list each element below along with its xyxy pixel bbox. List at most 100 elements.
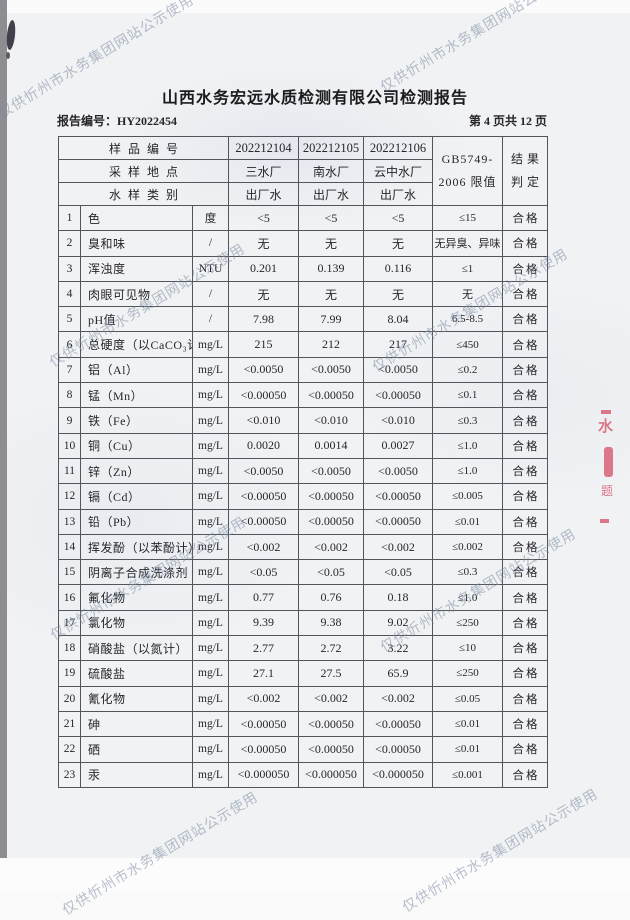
table-row: 17 氯化物 mg/L 9.39 9.38 9.02 ≤250 合格 xyxy=(58,609,549,637)
cell-v1: 9.39 xyxy=(228,609,300,637)
cell-no: 9 xyxy=(58,407,81,434)
cell-v3: <0.010 xyxy=(363,407,434,434)
cell-v3: 217 xyxy=(363,331,434,358)
cell-result: 合格 xyxy=(502,710,549,738)
cell-v1: <0.05 xyxy=(228,559,300,586)
stamp-glyph: 水 xyxy=(598,419,614,435)
cell-result: 合格 xyxy=(502,356,549,384)
table-row: 23 汞 mg/L <0.000050 <0.000050 <0.000050 ≤0.001… xyxy=(58,761,549,789)
cell-unit: 度 xyxy=(191,204,230,232)
cell-v3: <5 xyxy=(363,204,434,232)
location-label: 采样地点 xyxy=(57,159,230,183)
cell-unit: mg/L xyxy=(191,559,230,586)
cell-name: 锌（Zn） xyxy=(80,457,193,485)
table-row: 13 铅（Pb） mg/L <0.00050 <0.00050 <0.00050 ≤0.01… xyxy=(58,508,549,535)
cell-name: 浑浊度 xyxy=(80,255,193,282)
cell-no: 14 xyxy=(58,533,81,561)
cell-result: 合格 xyxy=(502,255,549,282)
cell-name: 氟化物 xyxy=(80,584,193,611)
cell-limit: 6.5-8.5 xyxy=(432,306,504,333)
cell-no: 21 xyxy=(58,710,81,738)
cell-name: 铝（Al） xyxy=(80,356,193,384)
cell-unit: NTU xyxy=(191,255,230,282)
cell-limit: ≤0.001 xyxy=(432,761,504,789)
table-row: 18 硝酸盐（以氮计） mg/L 2.77 2.72 3.22 ≤10 合格 xyxy=(58,635,549,662)
cell-result: 合格 xyxy=(502,508,549,535)
cell-result: 合格 xyxy=(502,736,549,763)
cell-result: 合格 xyxy=(502,457,549,485)
cell-unit: mg/L xyxy=(191,483,230,510)
cell-v2: <5 xyxy=(298,204,365,232)
cell-limit: ≤0.1 xyxy=(432,382,504,409)
cell-unit: mg/L xyxy=(191,356,230,384)
cell-result: 合格 xyxy=(502,584,549,611)
cell-name: 肉眼可见物 xyxy=(80,280,193,308)
cell-result: 合格 xyxy=(502,533,549,561)
cell-name: 氯化物 xyxy=(80,609,193,637)
stamp-mark xyxy=(600,519,609,523)
cell-name: 阴离子合成洗涤剂 xyxy=(80,559,193,586)
cell-v2: <0.002 xyxy=(298,685,365,712)
cell-no: 20 xyxy=(58,685,81,712)
cell-result: 合格 xyxy=(502,559,549,586)
sample-no-label: 样品编号 xyxy=(57,136,230,160)
cell-v3: <0.00050 xyxy=(363,736,434,763)
header-row-location: 采样地点 三水厂 南水厂 云中水厂 xyxy=(57,159,548,183)
table-row: 11 锌（Zn） mg/L <0.0050 <0.0050 <0.0050 ≤1.0 合格 xyxy=(58,457,549,485)
cell-name: 氰化物 xyxy=(80,685,193,712)
scan-bottom-band xyxy=(0,858,630,891)
cell-limit: ≤0.01 xyxy=(432,736,504,763)
cell-v1: <0.00050 xyxy=(228,483,300,510)
table-row: 1 色度 <5 <5 <5 ≤15 合格 xyxy=(58,204,549,232)
cell-unit: mg/L xyxy=(191,736,230,763)
cell-limit: ≤1 xyxy=(432,255,504,282)
cell-v2: 0.139 xyxy=(298,255,365,282)
cell-name: 锰（Mn） xyxy=(80,382,193,409)
cell-v3: <0.002 xyxy=(363,685,434,712)
cell-unit: mg/L xyxy=(191,609,230,637)
cell-v3: 8.04 xyxy=(363,306,434,333)
cell-limit: ≤0.2 xyxy=(432,356,504,384)
results-tbody: 1 色度 <5 <5 <5 ≤15 合格 2 臭和味 / 无无无无异臭、异味 合格 3 浑浊度 NTU 0.2… xyxy=(58,204,549,789)
cell-unit: mg/L xyxy=(191,331,230,358)
cell-unit: mg/L xyxy=(191,432,230,459)
cell-v3: 65.9 xyxy=(363,660,434,687)
report-number-label: 报告编号： xyxy=(57,113,118,128)
cell-unit: mg/L xyxy=(191,635,230,662)
cell-no: 3 xyxy=(58,255,81,282)
cell-name: 铜（Cu） xyxy=(80,432,193,459)
cell-v3: 0.18 xyxy=(363,584,434,611)
header-row-type: 水样类别 出厂水 出厂水 出厂水 xyxy=(57,182,548,206)
cell-v2: <0.00050 xyxy=(298,710,365,738)
table-row: 16 氟化物 mg/L 0.77 0.76 0.18 ≤1.0 合格 xyxy=(58,584,549,611)
cell-v1: <5 xyxy=(228,204,300,232)
cell-no: 19 xyxy=(58,660,81,687)
stamp-mark xyxy=(604,447,613,477)
cell-result: 合格 xyxy=(502,685,549,712)
table-row: 7 铝（Al） mg/L <0.0050 <0.0050 <0.0050 ≤0.2 合格 xyxy=(58,356,549,384)
cell-name: 汞 xyxy=(80,761,193,789)
cell-v3: 无 xyxy=(363,280,434,308)
cell-name: 色 xyxy=(80,204,193,232)
cell-v3: 0.0027 xyxy=(363,432,434,459)
cell-result: 合格 xyxy=(502,483,549,510)
cell-name: 挥发酚（以苯酚计） xyxy=(80,533,193,561)
sample-id-2: 202212105 xyxy=(298,136,365,160)
cell-unit: mg/L xyxy=(191,533,230,561)
cell-limit: ≤0.002 xyxy=(432,533,504,561)
table-row: 4 肉眼可见物 / 无无无无合格 xyxy=(58,280,549,308)
cell-limit: 无异臭、异味 xyxy=(432,230,504,257)
cell-limit: ≤250 xyxy=(432,609,504,637)
cell-v1: <0.0050 xyxy=(228,457,300,485)
water-type-label: 水样类别 xyxy=(57,182,230,206)
cell-v2: 无 xyxy=(298,230,365,257)
cell-result: 合格 xyxy=(502,331,549,358)
cell-v2: <0.00050 xyxy=(298,508,365,535)
cell-v2: <0.05 xyxy=(298,559,365,586)
result-label-line1: 结果 xyxy=(511,152,544,167)
scan-smudge-dot xyxy=(6,52,10,59)
cell-v2: 0.76 xyxy=(298,584,365,611)
scan-edge-shadow xyxy=(0,0,7,858)
cell-v2: 0.0014 xyxy=(298,432,365,459)
location-2: 南水厂 xyxy=(298,159,365,183)
